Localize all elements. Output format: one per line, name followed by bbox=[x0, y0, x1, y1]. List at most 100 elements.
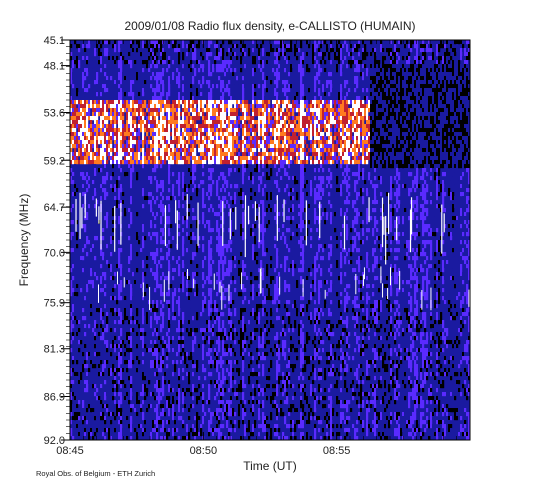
heatmap-cell bbox=[452, 144, 455, 149]
heatmap-cell bbox=[288, 140, 291, 145]
heatmap-cell bbox=[372, 72, 375, 77]
heatmap-cell bbox=[122, 128, 125, 133]
heatmap-cell bbox=[464, 108, 467, 113]
heatmap-cell bbox=[80, 80, 83, 85]
heatmap-cell bbox=[76, 44, 79, 49]
heatmap-cell bbox=[160, 44, 163, 49]
heatmap-cell bbox=[294, 96, 297, 101]
heatmap-cell bbox=[132, 72, 135, 77]
heatmap-cell bbox=[450, 116, 453, 121]
heatmap-cell bbox=[142, 112, 145, 117]
heatmap-cell bbox=[302, 124, 305, 129]
heatmap-cell bbox=[84, 92, 87, 97]
heatmap-cell bbox=[134, 48, 137, 53]
heatmap-cell bbox=[220, 128, 223, 133]
heatmap-cell bbox=[310, 160, 313, 165]
heatmap-cell bbox=[104, 124, 107, 129]
heatmap-cell bbox=[158, 124, 161, 129]
heatmap-cell bbox=[202, 148, 205, 153]
heatmap-cell bbox=[348, 68, 351, 73]
heatmap-cell bbox=[348, 60, 351, 65]
heatmap-cell bbox=[202, 100, 205, 105]
heatmap-cell bbox=[398, 88, 401, 93]
heatmap-cell bbox=[426, 96, 429, 101]
heatmap-cell bbox=[264, 108, 267, 113]
heatmap-cell bbox=[206, 120, 209, 125]
heatmap-cell bbox=[362, 72, 365, 77]
heatmap-cell bbox=[138, 148, 141, 153]
heatmap-cell bbox=[336, 92, 339, 97]
heatmap-cell bbox=[278, 128, 281, 133]
heatmap-cell bbox=[318, 52, 321, 57]
heatmap-cell bbox=[284, 68, 287, 73]
heatmap-cell bbox=[240, 56, 243, 61]
heatmap-cell bbox=[464, 84, 467, 89]
heatmap-cell bbox=[424, 96, 427, 101]
heatmap-cell bbox=[148, 136, 151, 141]
heatmap-cell bbox=[110, 156, 113, 161]
heatmap-cell bbox=[366, 52, 369, 57]
heatmap-cell bbox=[438, 116, 441, 121]
heatmap-cell bbox=[448, 56, 451, 61]
heatmap-cell bbox=[452, 60, 455, 65]
heatmap-cell bbox=[86, 72, 89, 77]
heatmap-cell bbox=[222, 60, 225, 65]
heatmap-cell bbox=[182, 156, 185, 161]
heatmap-cell bbox=[204, 160, 207, 165]
heatmap-cell bbox=[424, 148, 427, 153]
heatmap-cell bbox=[252, 92, 255, 97]
heatmap-cell bbox=[370, 152, 373, 157]
heatmap-cell bbox=[384, 160, 387, 165]
heatmap-cell bbox=[136, 156, 139, 161]
heatmap-cell bbox=[468, 136, 471, 141]
heatmap-cell bbox=[270, 116, 273, 121]
heatmap-cell bbox=[152, 72, 155, 77]
heatmap-cell bbox=[326, 112, 329, 117]
heatmap-cell bbox=[110, 152, 113, 157]
heatmap-cell bbox=[226, 84, 229, 89]
heatmap-cell bbox=[370, 88, 373, 93]
heatmap-cell bbox=[390, 144, 393, 149]
heatmap-cell bbox=[442, 44, 445, 49]
heatmap-cell bbox=[316, 112, 319, 117]
heatmap-cell bbox=[446, 104, 449, 109]
heatmap-cell bbox=[190, 140, 193, 145]
heatmap-cell bbox=[342, 132, 345, 137]
heatmap-cell bbox=[182, 136, 185, 141]
heatmap-cell bbox=[130, 132, 133, 137]
heatmap-cell bbox=[150, 96, 153, 101]
heatmap-cell bbox=[204, 68, 207, 73]
heatmap-cell bbox=[312, 104, 315, 109]
heatmap-cell bbox=[442, 152, 445, 157]
heatmap-cell bbox=[196, 108, 199, 113]
heatmap-cell bbox=[468, 80, 471, 85]
heatmap-cell bbox=[210, 148, 213, 153]
heatmap-cell bbox=[118, 72, 121, 77]
heatmap-cell bbox=[156, 64, 159, 69]
heatmap-cell bbox=[400, 100, 403, 105]
heatmap-cell bbox=[242, 148, 245, 153]
heatmap-cell bbox=[120, 136, 123, 141]
heatmap-cell bbox=[410, 132, 413, 137]
heatmap-cell bbox=[108, 128, 111, 133]
heatmap-cell bbox=[312, 48, 315, 53]
heatmap-cell bbox=[428, 52, 431, 57]
heatmap-cell bbox=[422, 52, 425, 57]
heatmap-cell bbox=[296, 108, 299, 113]
heatmap-cell bbox=[188, 132, 191, 137]
heatmap-cell bbox=[152, 140, 155, 145]
heatmap-cell bbox=[300, 144, 303, 149]
heatmap-cell bbox=[172, 112, 175, 117]
heatmap-cell bbox=[450, 44, 453, 49]
heatmap-cell bbox=[334, 60, 337, 65]
heatmap-cell bbox=[436, 112, 439, 117]
heatmap-cell bbox=[214, 136, 217, 141]
heatmap-cell bbox=[406, 156, 409, 161]
heatmap-cell bbox=[226, 152, 229, 157]
heatmap-cell bbox=[254, 136, 257, 141]
heatmap-cell bbox=[282, 116, 285, 121]
heatmap-cell bbox=[94, 120, 97, 125]
heatmap-cell bbox=[402, 144, 405, 149]
heatmap-cell bbox=[318, 136, 321, 141]
heatmap-cell bbox=[426, 60, 429, 65]
